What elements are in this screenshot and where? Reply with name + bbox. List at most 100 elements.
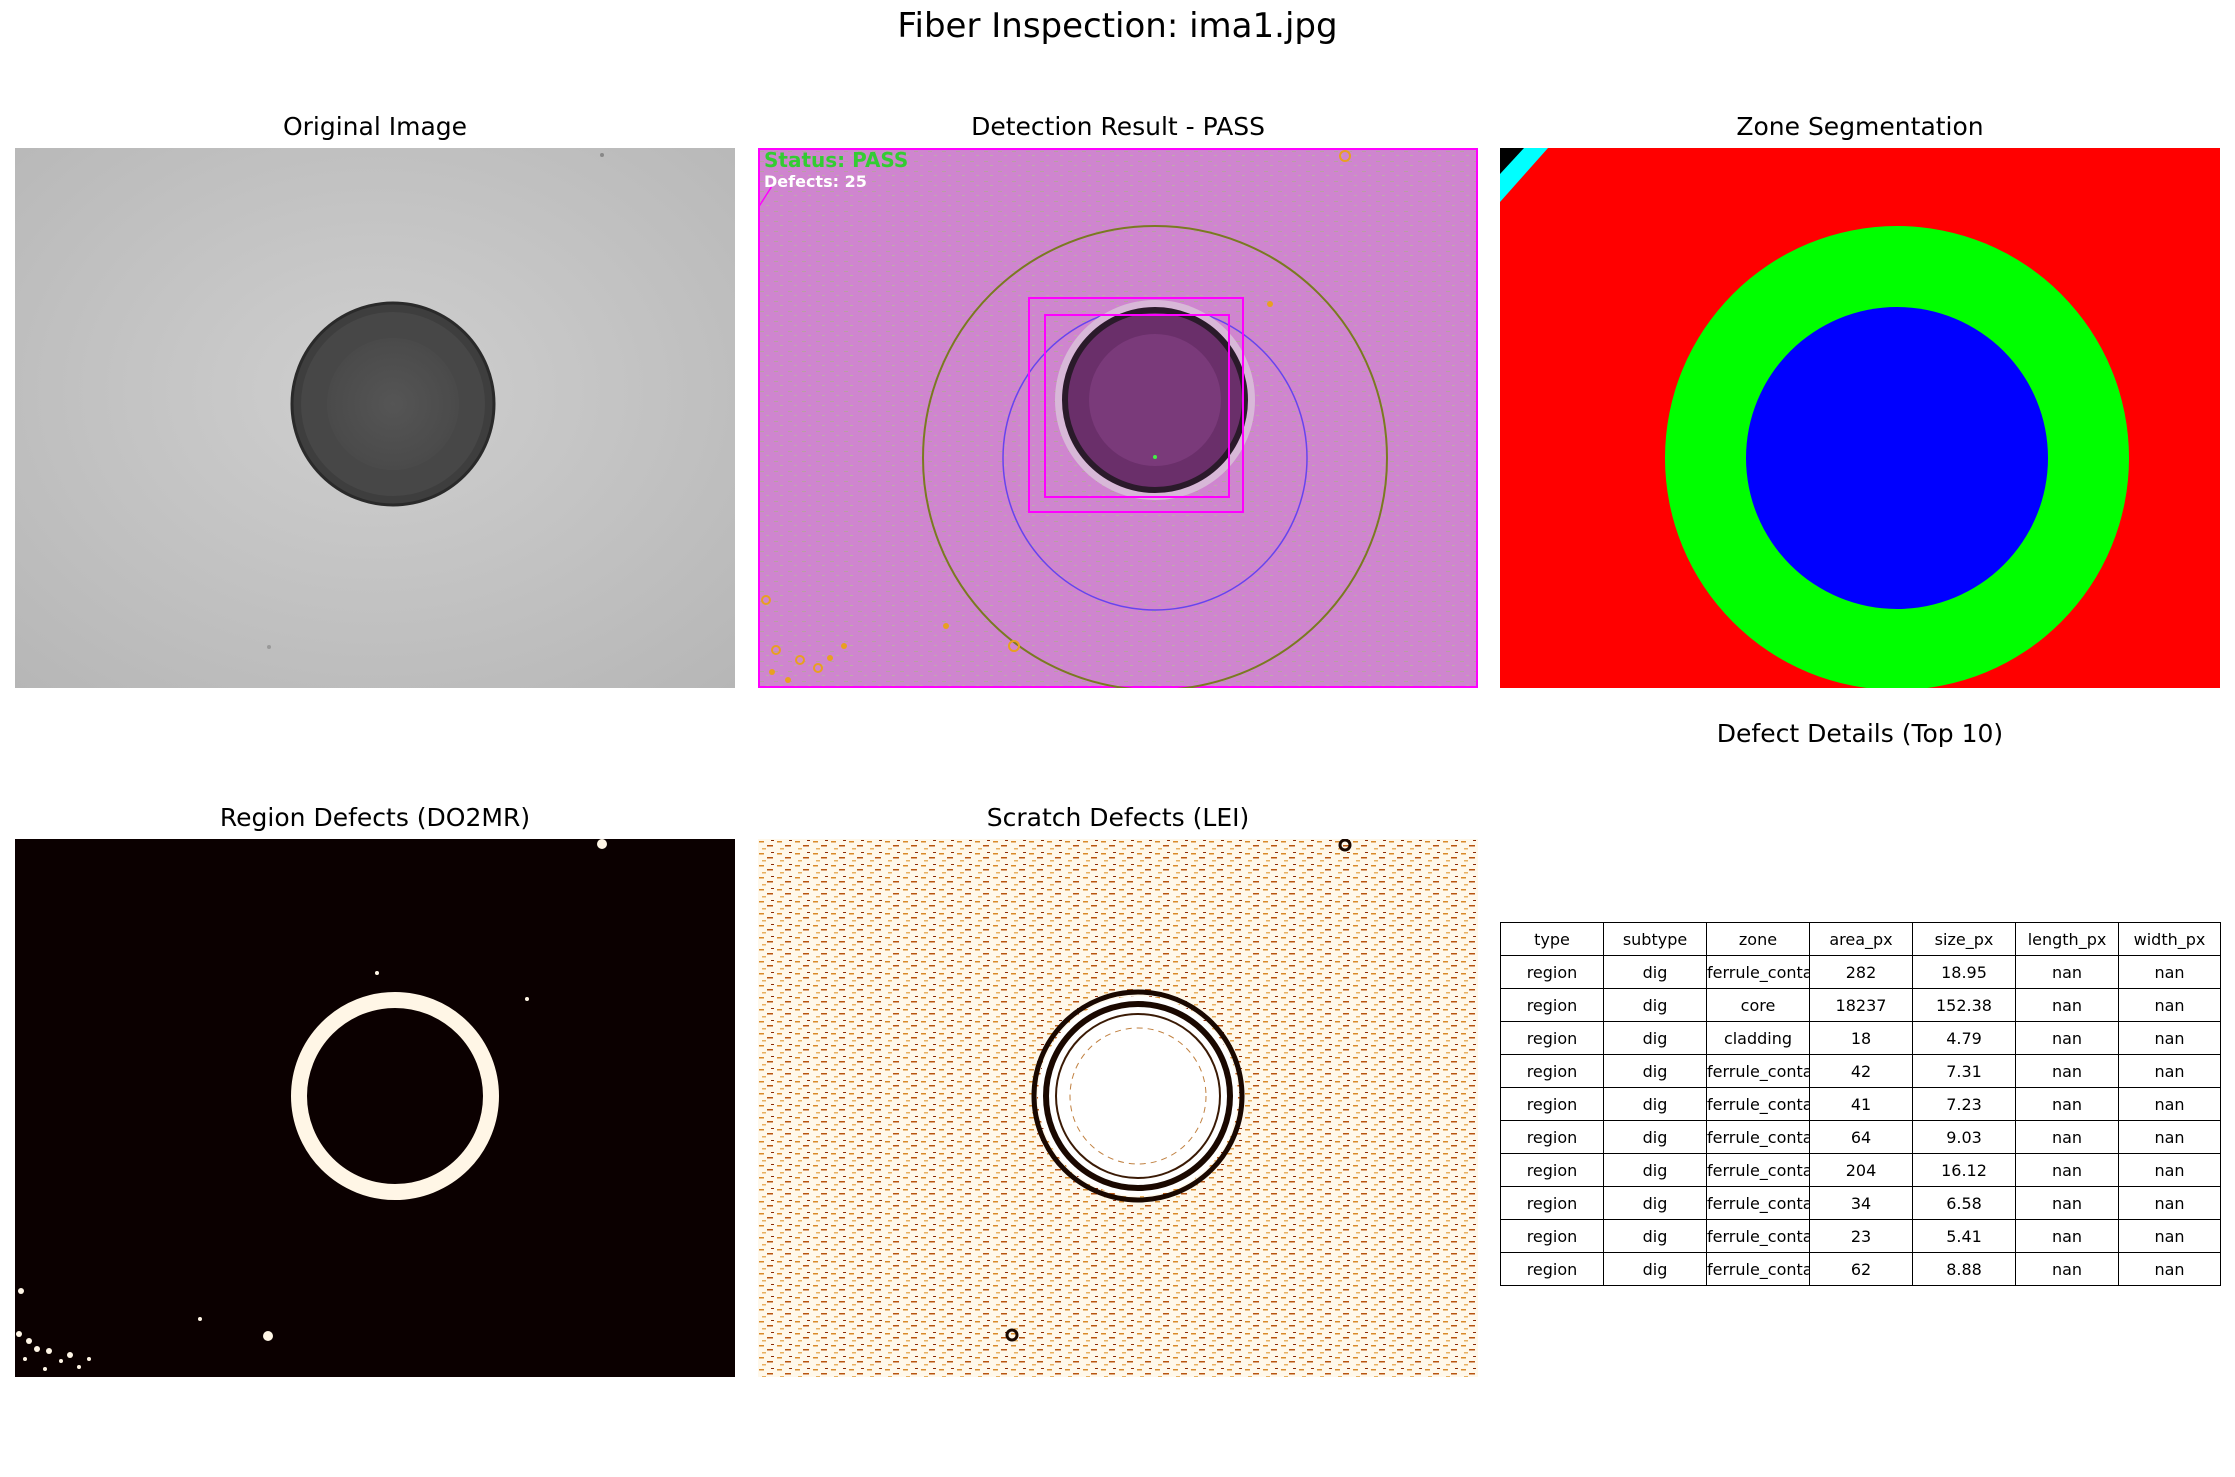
table-body: regiondigferrule_contact28218.95nannanre…: [1500, 955, 2221, 1286]
region-defects-image: [15, 839, 735, 1377]
table-cell-subtype: dig: [1603, 1087, 1707, 1121]
table-cell-zone: ferrule_contact: [1706, 1087, 1810, 1121]
detection-result-image: Status: PASS Defects: 25: [758, 148, 1478, 688]
table-cell-area-px: 282: [1809, 955, 1913, 989]
table-cell-size-px: 7.31: [1912, 1054, 2016, 1088]
table-cell-subtype: dig: [1603, 988, 1707, 1022]
figure-title: Fiber Inspection: ima1.jpg: [897, 6, 1338, 46]
table-cell-zone: ferrule_contact: [1706, 1153, 1810, 1187]
table-cell-type: region: [1500, 1153, 1604, 1187]
table-cell-size-px: 5.41: [1912, 1219, 2016, 1253]
column-header-zone: zone: [1706, 922, 1810, 956]
detection-result-title: Detection Result - PASS: [971, 112, 1265, 141]
table-cell-area-px: 18237: [1809, 988, 1913, 1022]
table-cell-subtype: dig: [1603, 1153, 1707, 1187]
table-cell-length-px: nan: [2015, 1021, 2119, 1055]
table-cell-type: region: [1500, 1120, 1604, 1154]
table-cell-area-px: 62: [1809, 1252, 1913, 1286]
table-cell-subtype: dig: [1603, 1120, 1707, 1154]
column-header-width-px: width_px: [2118, 922, 2221, 956]
table-cell-type: region: [1500, 988, 1604, 1022]
table-cell-zone: core: [1706, 988, 1810, 1022]
region-defects-title: Region Defects (DO2MR): [219, 803, 531, 832]
column-header-size-px: size_px: [1912, 922, 2016, 956]
defect-table-title: Defect Details (Top 10): [1716, 719, 2004, 748]
detection-status-label: Status: PASS: [764, 148, 909, 172]
original-image-title: Original Image: [282, 112, 468, 141]
table-cell-length-px: nan: [2015, 1153, 2119, 1187]
table-cell-area-px: 18: [1809, 1021, 1913, 1055]
column-header-area-px: area_px: [1809, 922, 1913, 956]
table-cell-size-px: 16.12: [1912, 1153, 2016, 1187]
table-cell-width-px: nan: [2118, 1120, 2221, 1154]
table-cell-size-px: 9.03: [1912, 1120, 2016, 1154]
zone-segmentation-title: Zone Segmentation: [1736, 112, 1984, 141]
table-cell-width-px: nan: [2118, 1186, 2221, 1220]
table-cell-type: region: [1500, 1087, 1604, 1121]
table-cell-area-px: 23: [1809, 1219, 1913, 1253]
table-cell-subtype: dig: [1603, 1219, 1707, 1253]
table-row: region dig cladding 18 4.79 nan nan: [1500, 1021, 2221, 1055]
table-cell-length-px: nan: [2015, 1219, 2119, 1253]
table-cell-type: region: [1500, 1219, 1604, 1253]
table-cell-area-px: 204: [1809, 1153, 1913, 1187]
table-cell-width-px: nan: [2118, 955, 2221, 989]
table-row: region dig core 18237 152.38 nan nan: [1500, 988, 2221, 1022]
defect-details-table-wrapper: type subtype zone area_px size_px length_px wi…: [1500, 922, 2221, 1286]
table-cell-length-px: nan: [2015, 988, 2119, 1022]
table-cell-width-px: nan: [2118, 1054, 2221, 1088]
table-cell-subtype: dig: [1603, 1252, 1707, 1286]
table-cell-length-px: nan: [2015, 1252, 2119, 1286]
table-cell-width-px: nan: [2118, 1021, 2221, 1055]
defect-details-table: type subtype zone area_px size_px length_px wi…: [1500, 922, 2221, 1286]
table-cell-width-px: nan: [2118, 988, 2221, 1022]
table-cell-width-px: nan: [2118, 1087, 2221, 1121]
table-cell-subtype: dig: [1603, 1054, 1707, 1088]
table-cell-zone: ferrule_contact: [1706, 955, 1810, 989]
table-cell-area-px: 41: [1809, 1087, 1913, 1121]
table-cell-length-px: nan: [2015, 1087, 2119, 1121]
table-cell-area-px: 34: [1809, 1186, 1913, 1220]
table-cell-size-px: 7.23: [1912, 1087, 2016, 1121]
detection-defect-count: Defects: 25: [764, 172, 867, 191]
table-cell-subtype: dig: [1603, 1021, 1707, 1055]
table-header-row: type subtype zone area_px size_px length_px wi…: [1500, 922, 2221, 956]
table-cell-width-px: nan: [2118, 1219, 2221, 1253]
table-cell-subtype: dig: [1603, 1186, 1707, 1220]
table-cell-size-px: 18.95: [1912, 955, 2016, 989]
column-header-length-px: length_px: [2015, 922, 2119, 956]
table-cell-zone: ferrule_contact: [1706, 1186, 1810, 1220]
table-cell-width-px: nan: [2118, 1153, 2221, 1187]
table-cell-zone: ferrule_contact: [1706, 1054, 1810, 1088]
table-cell-size-px: 8.88: [1912, 1252, 2016, 1286]
zone-segmentation-image: [1500, 148, 2220, 688]
original-image: [15, 148, 735, 688]
table-cell-length-px: nan: [2015, 1054, 2119, 1088]
table-cell-length-px: nan: [2015, 955, 2119, 989]
scratch-defects-image: [758, 839, 1478, 1377]
table-cell-size-px: 6.58: [1912, 1186, 2016, 1220]
table-cell-size-px: 152.38: [1912, 988, 2016, 1022]
table-cell-type: region: [1500, 1252, 1604, 1286]
table-cell-length-px: nan: [2015, 1186, 2119, 1220]
table-cell-size-px: 4.79: [1912, 1021, 2016, 1055]
table-cell-subtype: dig: [1603, 955, 1707, 989]
table-cell-zone: ferrule_contact: [1706, 1120, 1810, 1154]
table-cell-length-px: nan: [2015, 1120, 2119, 1154]
column-header-type: type: [1500, 922, 1604, 956]
table-cell-zone: cladding: [1706, 1021, 1810, 1055]
table-cell-area-px: 42: [1809, 1054, 1913, 1088]
table-cell-width-px: nan: [2118, 1252, 2221, 1286]
table-cell-type: region: [1500, 1186, 1604, 1220]
scratch-defects-title: Scratch Defects (LEI): [986, 803, 1250, 832]
column-header-subtype: subtype: [1603, 922, 1707, 956]
table-cell-type: region: [1500, 1054, 1604, 1088]
